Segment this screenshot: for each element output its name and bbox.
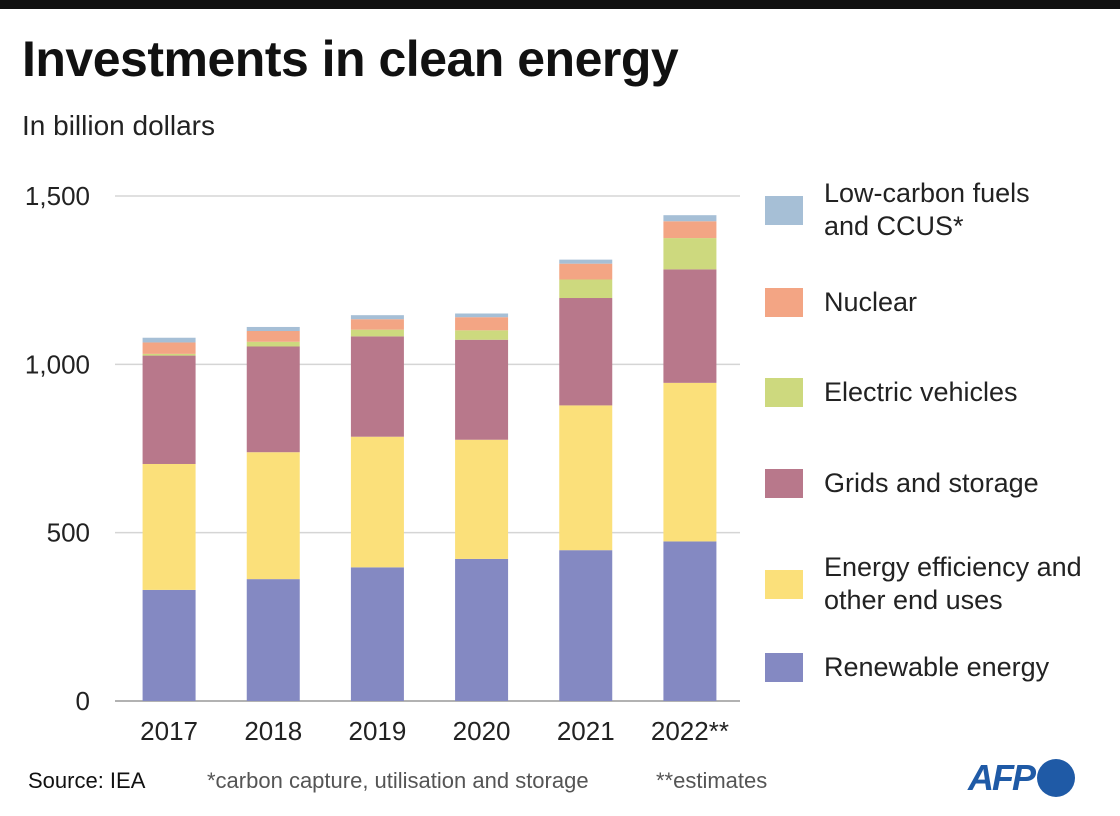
legend-label: Energy efficiency and — [824, 552, 1082, 582]
x-tick-label: 2022** — [651, 716, 729, 746]
bar-segment-electric-vehicles — [246, 341, 300, 347]
bar-segment-grids-and-storage — [559, 298, 613, 406]
bar-segment-grids-and-storage — [455, 339, 509, 440]
y-tick-label: 1,500 — [25, 181, 90, 211]
bar-segment-energy-efficiency-and-other-end-uses — [663, 382, 717, 542]
legend-label: and CCUS* — [824, 211, 964, 241]
legend-label: Low-carbon fuels — [824, 178, 1030, 208]
bar-segment-electric-vehicles — [350, 329, 404, 337]
legend-swatch — [765, 288, 803, 317]
top-bar — [0, 0, 1120, 9]
bar-segment-electric-vehicles — [142, 353, 196, 356]
legend-label: Nuclear — [824, 287, 917, 317]
y-tick-label: 1,000 — [25, 349, 90, 379]
bar-segment-nuclear — [559, 263, 613, 280]
x-tick-label: 2021 — [557, 716, 615, 746]
footnote-estimates: **estimates — [656, 768, 768, 793]
bar-segment-grids-and-storage — [350, 336, 404, 437]
bar-segment-grids-and-storage — [663, 269, 717, 383]
legend-swatch — [765, 653, 803, 682]
bar-segment-grids-and-storage — [246, 346, 300, 453]
legend-swatch — [765, 378, 803, 407]
bar-segment-low-carbon-fuels-and-ccus — [246, 326, 300, 332]
bar-segment-low-carbon-fuels-and-ccus — [142, 337, 196, 343]
bar-segment-electric-vehicles — [559, 279, 613, 299]
chart-subtitle: In billion dollars — [22, 110, 215, 141]
bar-segment-renewable-energy — [455, 558, 509, 701]
bar-segment-electric-vehicles — [455, 330, 509, 340]
bar-segment-low-carbon-fuels-and-ccus — [559, 259, 613, 264]
legend-label: Renewable energy — [824, 652, 1050, 682]
bar-segment-energy-efficiency-and-other-end-uses — [350, 436, 404, 568]
x-tick-label: 2018 — [244, 716, 302, 746]
bar-segment-renewable-energy — [559, 550, 613, 701]
footnote-ccus: *carbon capture, utilisation and storage — [207, 768, 589, 793]
bar-segment-electric-vehicles — [663, 238, 717, 270]
afp-logo: AFP — [968, 757, 1075, 799]
y-tick-label: 500 — [47, 518, 90, 548]
legend-swatch — [765, 570, 803, 599]
bar-segment-low-carbon-fuels-and-ccus — [350, 315, 404, 320]
bar-segment-renewable-energy — [142, 589, 196, 701]
bar-segment-nuclear — [455, 317, 509, 331]
bar-segment-energy-efficiency-and-other-end-uses — [246, 452, 300, 580]
bar-segment-renewable-energy — [663, 541, 717, 701]
bar-segment-grids-and-storage — [142, 355, 196, 464]
legend-label: Grids and storage — [824, 468, 1039, 498]
bar-segment-nuclear — [142, 342, 196, 354]
bar-segment-renewable-energy — [246, 579, 300, 701]
legend-swatch — [765, 196, 803, 225]
x-tick-label: 2019 — [348, 716, 406, 746]
bar-segment-energy-efficiency-and-other-end-uses — [559, 405, 613, 551]
legend-label: Electric vehicles — [824, 377, 1018, 407]
bar-segment-energy-efficiency-and-other-end-uses — [455, 439, 509, 559]
y-tick-label: 0 — [76, 686, 90, 716]
legend-swatch — [765, 469, 803, 498]
bar-segment-nuclear — [663, 221, 717, 239]
legend-label: other end uses — [824, 585, 1003, 615]
bar-segment-energy-efficiency-and-other-end-uses — [142, 463, 196, 590]
bar-segment-nuclear — [246, 331, 300, 342]
bar-segment-low-carbon-fuels-and-ccus — [455, 313, 509, 318]
chart-title: Investments in clean energy — [22, 31, 679, 87]
bar-segment-nuclear — [350, 319, 404, 330]
bar-segment-low-carbon-fuels-and-ccus — [663, 215, 717, 222]
x-tick-label: 2017 — [140, 716, 198, 746]
bar-segment-renewable-energy — [350, 567, 404, 701]
x-tick-label: 2020 — [453, 716, 511, 746]
source-note: Source: IEA — [28, 768, 146, 793]
